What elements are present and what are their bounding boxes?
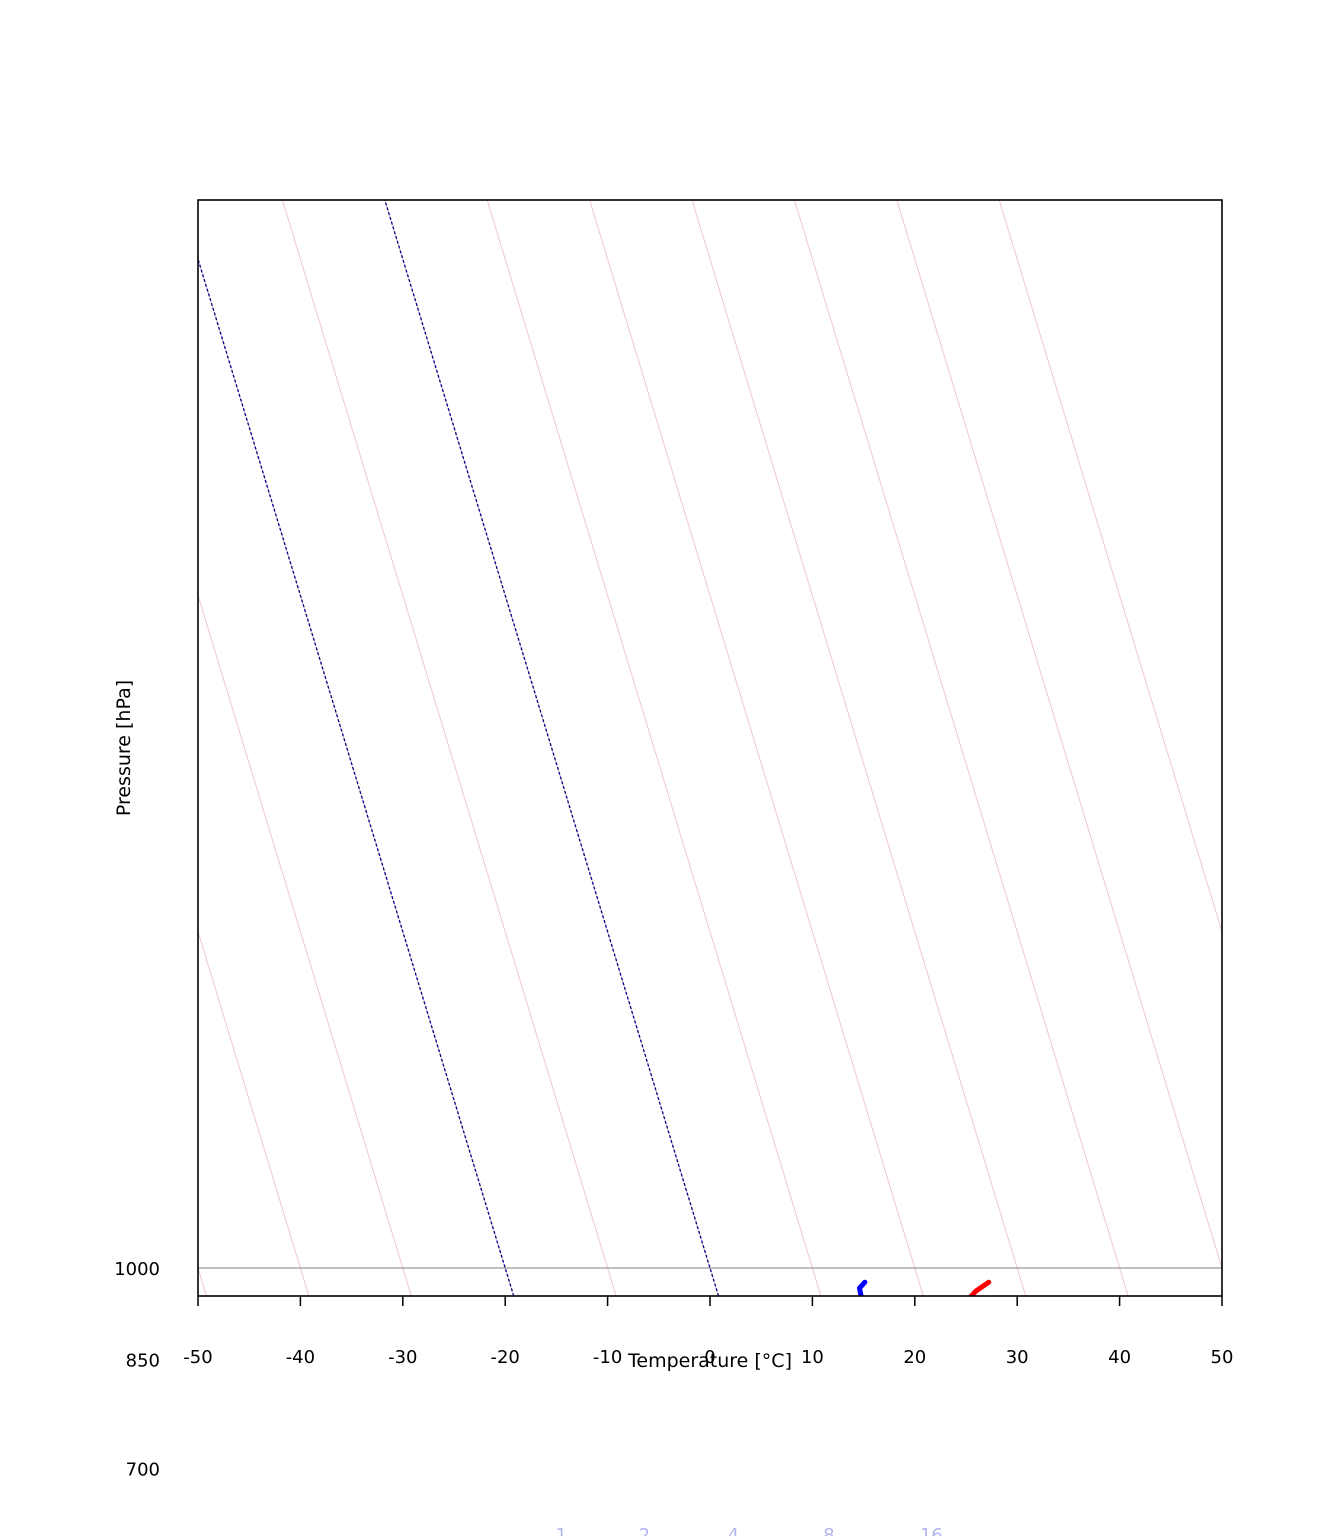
x-tick-label: 0 (704, 1347, 715, 1368)
mixing-ratio-label: 16 (920, 1525, 943, 1536)
mixing-ratio-label: 8 (823, 1525, 834, 1536)
mixing-ratio-label: 2 (639, 1525, 650, 1536)
special-isotherm-lines (198, 200, 720, 1296)
x-tick-label: -20 (490, 1347, 519, 1368)
isotherm-line (998, 200, 1222, 934)
x-tick-label: -40 (286, 1347, 315, 1368)
x-tick-label: 40 (1108, 1347, 1131, 1368)
y-axis-ticks: 2003005007008501000 (114, 1259, 160, 1481)
special-isotherm-line (384, 200, 720, 1296)
y-axis-label: Pressure [hPa] (113, 680, 135, 816)
special-isotherm-line (198, 256, 515, 1296)
isotherm-line (486, 200, 822, 1296)
isotherm-line (281, 200, 617, 1296)
isotherm-line (198, 593, 412, 1296)
mixing-ratio-labels: 1 2 4 8 16 (556, 1525, 943, 1536)
x-tick-label: -10 (593, 1347, 622, 1368)
isotherm-line (691, 200, 1027, 1296)
y-tick-label: 700 (126, 1460, 160, 1481)
mixing-ratio-label: 4 (728, 1525, 739, 1536)
x-tick-label: 10 (801, 1347, 824, 1368)
x-tick-label: 20 (903, 1347, 926, 1368)
y-tick-label: 850 (126, 1350, 160, 1371)
isobar-lines (198, 1267, 1222, 1269)
isotherm-line (589, 200, 924, 1296)
x-axis-ticks: -50 -40 -30 -20 -10 0 10 20 30 40 50 (183, 1296, 1233, 1368)
isotherm-line (793, 200, 1129, 1296)
isotherm-line (896, 200, 1222, 1270)
x-axis-label: Temperature [°C] (627, 1350, 792, 1372)
y-tick-label: 1000 (114, 1259, 160, 1280)
x-tick-label: -50 (183, 1347, 212, 1368)
isotherm-line (198, 929, 310, 1296)
x-tick-label: 30 (1006, 1347, 1029, 1368)
x-tick-label: -30 (388, 1347, 417, 1368)
mixing-ratio-label: 1 (556, 1525, 567, 1536)
x-tick-label: 50 (1211, 1347, 1234, 1368)
